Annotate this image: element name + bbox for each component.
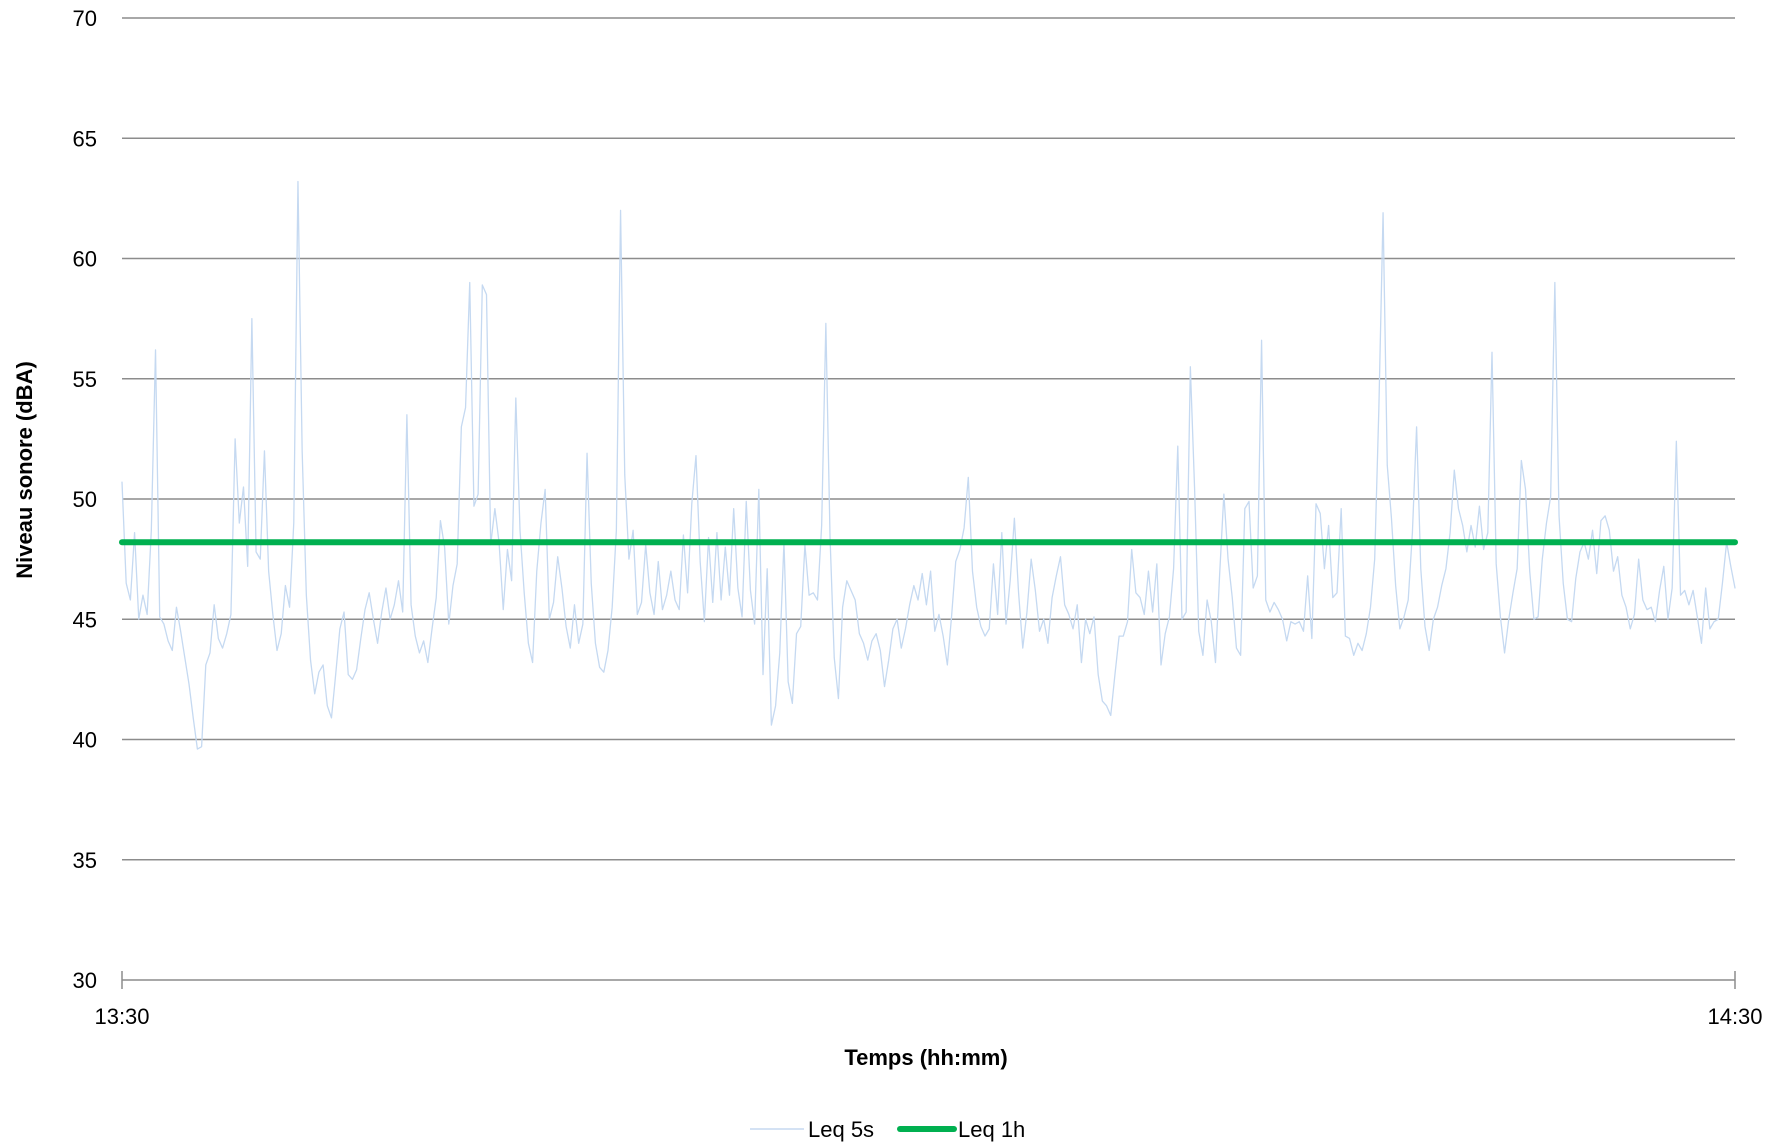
y-tick-label-35: 35 [73, 848, 97, 873]
legend: Leq 5s Leq 1h [750, 1117, 1025, 1142]
x-axis: 13:30 14:30 [94, 971, 1763, 1029]
x-tick-label-14:30: 14:30 [1707, 1004, 1762, 1029]
x-axis-title: Temps (hh:mm) [844, 1045, 1007, 1070]
series-line-leq-5s [121, 180, 1736, 750]
y-tick-label-45: 45 [73, 607, 97, 632]
y-tick-label-40: 40 [73, 728, 97, 753]
legend-label-leq-1h: Leq 1h [958, 1117, 1025, 1142]
y-tick-label-55: 55 [73, 367, 97, 392]
series [119, 180, 1738, 750]
legend-label-leq-5s: Leq 5s [808, 1117, 874, 1142]
y-tick-label-60: 60 [73, 247, 97, 272]
x-tick-label-13:30: 13:30 [94, 1004, 149, 1029]
y-axis: 30 35 40 45 50 55 60 65 70 [73, 6, 97, 993]
y-tick-label-50: 50 [73, 487, 97, 512]
gridlines [122, 17, 1735, 861]
y-axis-title: Niveau sonore (dBA) [12, 361, 37, 579]
y-tick-label-70: 70 [73, 6, 97, 31]
y-tick-label-65: 65 [73, 126, 97, 151]
y-tick-label-30: 30 [73, 968, 97, 993]
